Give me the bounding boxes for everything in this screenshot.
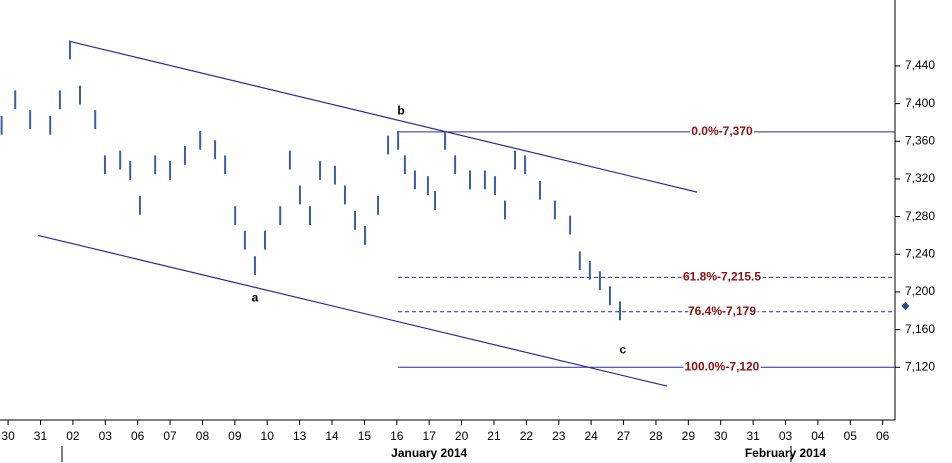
x-tick-label: 09 — [228, 429, 242, 443]
x-tick-label: 28 — [649, 429, 663, 443]
x-tick-label: 08 — [196, 429, 210, 443]
x-tick-label: 31 — [746, 429, 760, 443]
fib-label: 76.4%-7,179 — [688, 304, 756, 318]
y-tick-label: 7,280 — [905, 209, 935, 223]
y-tick-label: 7,240 — [905, 246, 935, 260]
y-tick-label: 7,440 — [905, 58, 935, 72]
x-tick-label: 03 — [779, 429, 793, 443]
x-tick-label: 04 — [811, 429, 825, 443]
x-tick-label: 22 — [520, 429, 534, 443]
y-tick-label: 7,360 — [905, 133, 935, 147]
x-tick-label: 24 — [584, 429, 598, 443]
x-tick-label: 13 — [293, 429, 307, 443]
x-tick-label: 06 — [131, 429, 145, 443]
x-tick-label: 07 — [163, 429, 177, 443]
channel-line — [38, 234, 668, 387]
y-tick-label: 7,320 — [905, 171, 935, 185]
x-tick-label: 02 — [66, 429, 80, 443]
x-tick-label: 27 — [617, 429, 631, 443]
fib-label: 61.8%-7,215.5 — [683, 270, 761, 284]
x-tick-label: 17 — [423, 429, 437, 443]
month-label: February 2014 — [745, 446, 827, 460]
x-tick-label: 03 — [99, 429, 113, 443]
x-tick-label: 31 — [34, 429, 48, 443]
month-label: January 2014 — [391, 446, 467, 460]
x-tick-label: 30 — [1, 429, 15, 443]
channel-line — [69, 40, 698, 193]
fib-label: 0.0%-7,370 — [691, 124, 753, 138]
x-tick-label: 10 — [261, 429, 275, 443]
x-tick-label: 14 — [325, 429, 339, 443]
fib-label: 100.0%-7,120 — [685, 359, 760, 373]
x-tick-label: 30 — [714, 429, 728, 443]
y-tick-label: 7,200 — [905, 284, 935, 298]
wave-label: b — [397, 103, 404, 117]
x-tick-label: 16 — [390, 429, 404, 443]
y-tick-label: 7,120 — [905, 359, 935, 373]
x-tick-label: 05 — [844, 429, 858, 443]
wave-label: c — [620, 342, 627, 356]
x-tick-label: 15 — [358, 429, 372, 443]
last-price-marker — [901, 302, 910, 311]
x-tick-label: 20 — [455, 429, 469, 443]
y-tick-label: 7,400 — [905, 96, 935, 110]
y-tick-label: 7,160 — [905, 322, 935, 336]
x-tick-label: 21 — [487, 429, 501, 443]
x-tick-label: 23 — [552, 429, 566, 443]
x-tick-label: 29 — [682, 429, 696, 443]
x-tick-label: 06 — [876, 429, 890, 443]
wave-label: a — [252, 291, 259, 305]
